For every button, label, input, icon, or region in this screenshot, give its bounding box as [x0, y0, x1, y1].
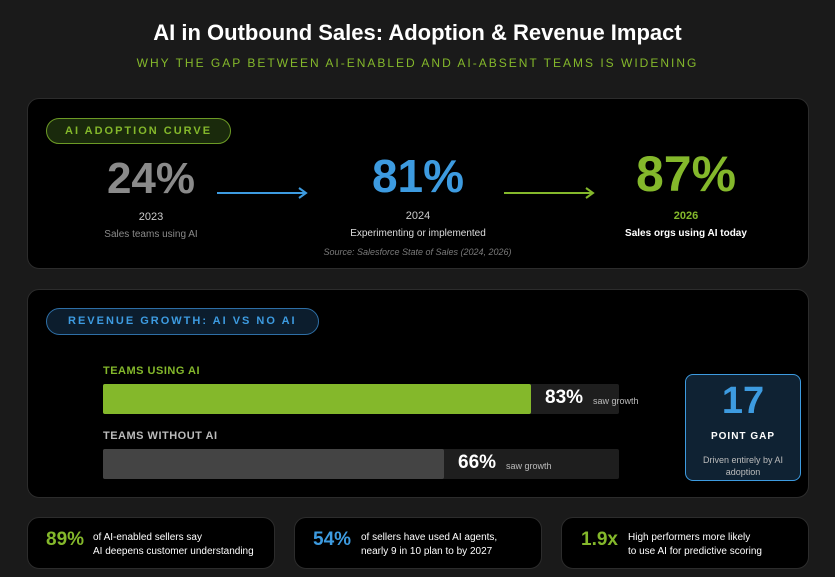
- footer-stat-1-line1: of AI-enabled sellers say: [93, 532, 202, 543]
- bar-label-without-ai: TEAMS WITHOUT AI: [103, 430, 218, 442]
- footer-stat-1-line2: AI deepens customer understanding: [93, 546, 254, 557]
- footer-card-1: [27, 517, 275, 569]
- bar-with-ai: [103, 384, 531, 414]
- footer-stat-3-text: High performers more likely to use AI fo…: [628, 531, 762, 559]
- stat-2023-value: 24%: [106, 154, 196, 203]
- stat-2024-desc: Experimenting or implemented: [350, 228, 486, 239]
- footer-stat-2-value: 54%: [313, 529, 352, 550]
- stat-2024-value: 81%: [371, 150, 465, 202]
- footer-stat-3: 1.9x High performers more likely to use …: [561, 517, 809, 569]
- arrow-right-icon-green: [504, 187, 595, 199]
- stat-2024: 81% 2024 Experimenting or implemented: [318, 152, 518, 239]
- stat-2023-year: 2023: [138, 211, 164, 223]
- footer-stat-3-line2: to use AI for predictive scoring: [628, 546, 762, 557]
- stat-2026: 87% 2026 Sales orgs using AI today: [586, 148, 786, 239]
- point-gap-value: 17: [721, 380, 765, 422]
- bar-without-ai: [103, 449, 444, 479]
- footer-stat-2: 54% of sellers have used AI agents, near…: [294, 517, 542, 569]
- bar-suffix-without-ai: saw growth: [506, 461, 552, 471]
- bar-value-without-ai: 66%: [458, 452, 497, 473]
- point-gap-label: POINT GAP: [710, 431, 775, 442]
- footer-stat-1-text: of AI-enabled sellers say AI deepens cus…: [93, 531, 254, 559]
- stat-2024-year: 2024: [405, 210, 431, 222]
- bar-suffix-with-ai: saw growth: [593, 396, 639, 406]
- page-title: AI in Outbound Sales: Adoption & Revenue…: [153, 20, 682, 45]
- footer-stat-3-line1: High performers more likely: [628, 532, 751, 543]
- footer-stat-2-text: of sellers have used AI agents, nearly 9…: [361, 531, 497, 559]
- stat-2026-year: 2026: [673, 210, 699, 222]
- footer-card-2: [294, 517, 542, 569]
- revenue-pill: REVENUE GROWTH: AI VS NO AI: [46, 308, 319, 335]
- arrow-right-icon-blue: [217, 187, 308, 199]
- point-gap-box: 17 POINT GAP Driven entirely by AI adopt…: [685, 374, 801, 481]
- stat-2026-desc: Sales orgs using AI today: [625, 228, 747, 239]
- bar-label-with-ai: TEAMS USING AI: [103, 365, 201, 377]
- footer-stat-3-value: 1.9x: [581, 529, 618, 550]
- footer-stat-1-value: 89%: [46, 529, 85, 550]
- source-note: Source: Salesforce State of Sales (2024,…: [323, 247, 512, 257]
- stat-2026-value: 87%: [635, 146, 737, 202]
- stat-2023-desc: Sales teams using AI: [104, 229, 198, 240]
- footer-stat-2-line1: of sellers have used AI agents,: [361, 532, 498, 543]
- stat-2023: 24% 2023 Sales teams using AI: [51, 154, 251, 241]
- point-gap-desc: Driven entirely by AI adoption: [702, 455, 784, 477]
- page-subtitle: WHY THE GAP BETWEEN AI-ENABLED AND AI-AB…: [136, 56, 699, 70]
- adoption-pill: AI ADOPTION CURVE: [46, 118, 232, 144]
- footer-stat-2-line2: nearly 9 in 10 plan to by 2027: [361, 546, 493, 557]
- bar-value-with-ai: 83%: [545, 387, 584, 408]
- footer-card-3: [561, 517, 809, 569]
- footer-stat-1: 89% of AI-enabled sellers say AI deepens…: [27, 517, 275, 569]
